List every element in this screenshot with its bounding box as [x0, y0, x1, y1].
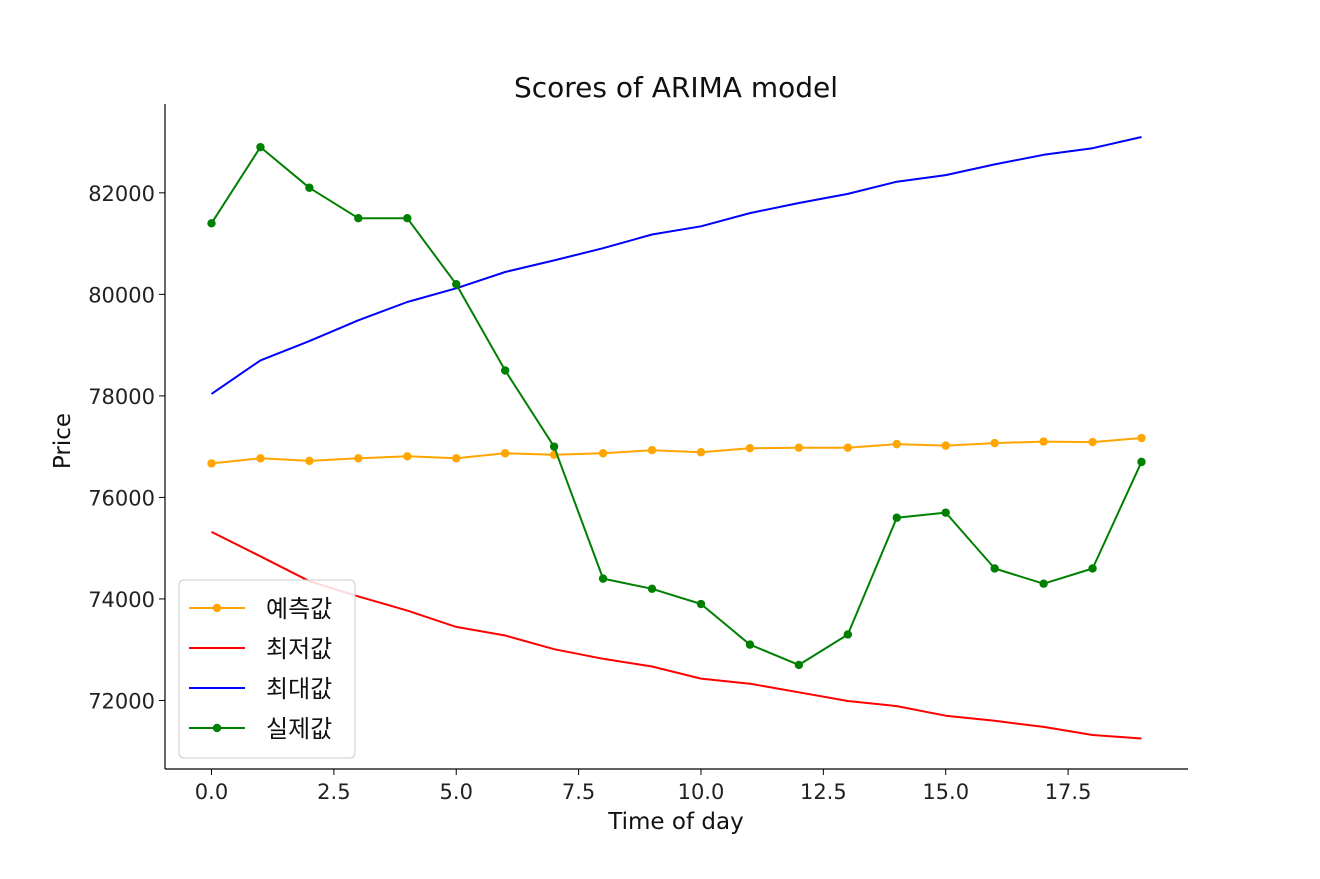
y-tick-label: 82000 [88, 182, 155, 206]
series-4-point [647, 584, 657, 593]
series-4-point [794, 660, 804, 670]
series-1-point [403, 452, 412, 461]
x-ticks: 0.0 2.5 5.0 7.5 10.0 12.5 15.0 17.5 [195, 769, 1092, 804]
y-tick-label: 76000 [88, 486, 155, 510]
series-line-1 [211, 437, 1142, 465]
legend-label-1: 예측값 [266, 595, 332, 623]
series-1-point [990, 438, 999, 448]
legend-marker-1 [212, 603, 222, 613]
series-1-point [794, 443, 804, 452]
series-1-point [1137, 433, 1146, 443]
series-1-point [941, 441, 950, 450]
axes [164, 104, 1188, 770]
y-tick-label: 74000 [88, 588, 155, 612]
series-4-point [598, 574, 608, 583]
series-4-point [892, 513, 901, 522]
series-1-point [843, 443, 853, 452]
legend-marker-4 [212, 723, 222, 733]
series-4-point [207, 219, 216, 228]
chart-title: Scores of ARIMA model [514, 71, 838, 104]
x-axis-label: Time of day [607, 809, 743, 835]
series-4-point [500, 366, 510, 375]
series-4-point [256, 142, 265, 152]
series-1-point [1088, 437, 1097, 447]
series-4-point [1088, 564, 1097, 573]
x-tick-label: 2.5 [317, 780, 350, 804]
x-tick-label: 12.5 [800, 780, 847, 804]
series-1-point [452, 454, 461, 463]
y-axis-label: Price [50, 413, 76, 469]
series-1-point [892, 439, 901, 449]
x-tick-label: 0.0 [195, 780, 228, 804]
series-1-point [696, 448, 706, 457]
legend-label-4: 실제값 [266, 715, 332, 743]
series-line-4 [210, 146, 1143, 666]
series-4-point [549, 442, 559, 451]
series-4-point [696, 599, 706, 609]
series-4-point [305, 183, 314, 192]
series-1-point [1039, 437, 1048, 446]
series-4-point [1137, 457, 1146, 467]
legend-label-2: 최저값 [266, 635, 332, 663]
legend-label-3: 최대값 [266, 675, 332, 703]
series-4-point [941, 508, 950, 517]
x-tick-label: 7.5 [562, 780, 595, 804]
x-tick-label: 5.0 [440, 780, 473, 804]
series-1-point [354, 454, 363, 463]
series-1-point [256, 454, 265, 463]
series-1-point [647, 446, 657, 455]
series-1-point [500, 449, 510, 458]
legend-box [178, 579, 356, 759]
y-ticks: 72000 74000 76000 78000 80000 82000 [88, 182, 165, 713]
series-4-point [990, 564, 999, 573]
series-4-point [745, 640, 755, 649]
y-tick-label: 72000 [88, 689, 155, 713]
series-1-point [305, 456, 314, 466]
series-line-3 [210, 136, 1142, 395]
series-line-2 [211, 531, 1142, 740]
series-4-point [843, 630, 853, 639]
series-4-point [452, 280, 461, 289]
series-1-point [207, 459, 216, 468]
plot-area [207, 136, 1146, 740]
series-1-point [745, 443, 755, 453]
series-4-point [1039, 579, 1048, 588]
y-tick-label: 78000 [88, 385, 155, 409]
y-tick-label: 80000 [88, 283, 155, 307]
x-tick-label: 17.5 [1045, 780, 1092, 804]
series-1-point [598, 449, 608, 458]
x-tick-label: 10.0 [678, 780, 725, 804]
series-4-point [354, 214, 363, 223]
series-4-point [403, 214, 412, 223]
x-tick-label: 15.0 [922, 780, 969, 804]
